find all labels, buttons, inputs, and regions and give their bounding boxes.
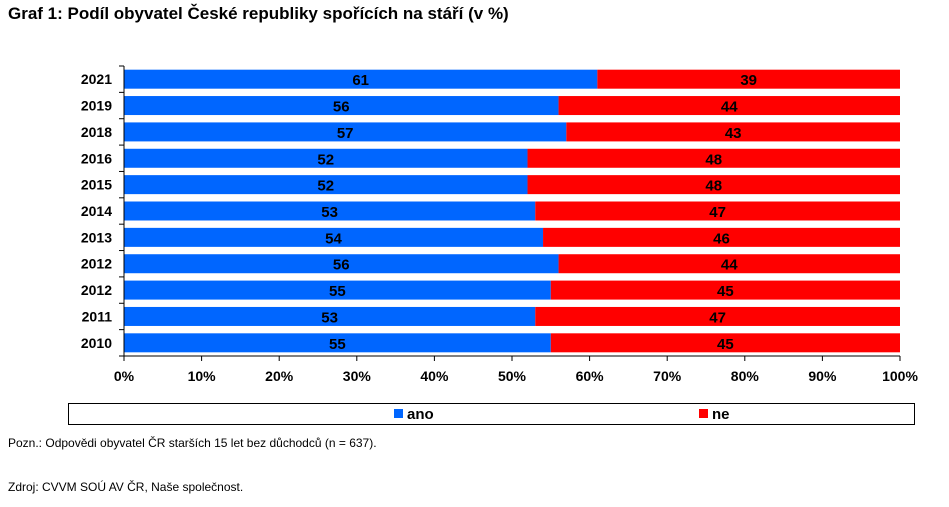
- legend-swatch-ne: [699, 409, 708, 418]
- x-tick-label-2: 20%: [265, 368, 294, 384]
- x-tick-label-5: 50%: [498, 368, 527, 384]
- bar-ano-7: [124, 254, 559, 274]
- data-label-ano-7: 56: [333, 257, 350, 274]
- bar-ne-5: [535, 201, 900, 221]
- x-tick-label-7: 70%: [653, 368, 682, 384]
- bar-ano-1: [124, 96, 559, 116]
- bar-ano-5: [124, 201, 536, 221]
- data-label-ne-7: 44: [721, 257, 738, 274]
- data-label-ne-5: 47: [709, 204, 726, 221]
- x-tick-label-3: 30%: [343, 368, 372, 384]
- bar-ano-4: [124, 175, 528, 195]
- legend: ano ne: [68, 403, 915, 425]
- category-label-2: 2018: [81, 124, 112, 140]
- bar-ano-2: [124, 122, 567, 142]
- x-tick-label-6: 60%: [576, 368, 605, 384]
- x-tick-label-0: 0%: [114, 368, 135, 384]
- data-label-ne-4: 48: [705, 178, 722, 195]
- bar-ne-10: [550, 333, 900, 353]
- data-label-ne-10: 45: [717, 336, 734, 353]
- x-tick-label-8: 80%: [731, 368, 760, 384]
- chart-title: Graf 1: Podíl obyvatel České republiky s…: [8, 4, 509, 23]
- data-label-ano-1: 56: [333, 99, 350, 116]
- bar-ne-6: [543, 227, 900, 247]
- bar-ne-2: [566, 122, 900, 142]
- stacked-bar-chart: 61 39 2021 56 44 2019 57 43 2018 52 48 2016 52 48 2015…: [81, 65, 918, 384]
- data-label-ne-6: 46: [713, 230, 730, 247]
- x-tick-label-9: 90%: [808, 368, 837, 384]
- data-label-ano-5: 53: [321, 204, 338, 221]
- category-label-6: 2013: [81, 229, 112, 245]
- data-label-ano-4: 52: [317, 178, 334, 195]
- bar-ne-8: [550, 280, 900, 300]
- legend-label-ano: ano: [407, 406, 434, 423]
- legend-item-ano: ano: [394, 406, 434, 423]
- category-label-7: 2012: [81, 256, 112, 272]
- category-label-3: 2016: [81, 150, 112, 166]
- data-label-ano-9: 53: [321, 309, 338, 326]
- bar-ano-10: [124, 333, 551, 353]
- category-label-5: 2014: [81, 203, 112, 219]
- bar-ne-1: [558, 96, 900, 116]
- data-label-ano-2: 57: [337, 125, 354, 142]
- bar-ne-9: [535, 306, 900, 326]
- chart-note: Pozn.: Odpovědi obyvatel ČR starších 15 …: [8, 436, 377, 450]
- bar-ano-0: [124, 69, 598, 89]
- data-label-ano-0: 61: [352, 72, 369, 89]
- category-label-0: 2021: [81, 71, 112, 87]
- x-tick-label-4: 40%: [420, 368, 449, 384]
- category-label-1: 2019: [81, 98, 112, 114]
- chart-source: Zdroj: CVVM SOÚ AV ČR, Naše společnost.: [8, 480, 244, 494]
- category-label-8: 2012: [81, 282, 112, 298]
- data-label-ne-9: 47: [709, 309, 726, 326]
- bar-ne-0: [597, 69, 900, 89]
- data-label-ne-3: 48: [705, 151, 722, 168]
- data-label-ne-1: 44: [721, 99, 738, 116]
- data-label-ano-6: 54: [325, 230, 342, 247]
- bar-ne-4: [527, 175, 900, 195]
- data-label-ano-8: 55: [329, 283, 346, 300]
- data-label-ano-3: 52: [317, 151, 334, 168]
- bar-ano-9: [124, 306, 536, 326]
- category-label-9: 2011: [82, 308, 113, 324]
- x-tick-label-1: 10%: [188, 368, 217, 384]
- x-tick-label-10: 100%: [882, 368, 918, 384]
- data-label-ano-10: 55: [329, 336, 346, 353]
- bar-ano-6: [124, 227, 544, 247]
- legend-swatch-ano: [394, 409, 403, 418]
- bar-ano-3: [124, 148, 528, 168]
- bar-ne-7: [558, 254, 900, 274]
- bar-ne-3: [527, 148, 900, 168]
- category-label-10: 2010: [81, 335, 112, 351]
- legend-item-ne: ne: [699, 406, 730, 423]
- legend-label-ne: ne: [712, 406, 730, 423]
- data-label-ne-8: 45: [717, 283, 734, 300]
- category-label-4: 2015: [81, 177, 112, 193]
- bar-ano-8: [124, 280, 551, 300]
- data-label-ne-0: 39: [740, 72, 757, 89]
- data-label-ne-2: 43: [725, 125, 742, 142]
